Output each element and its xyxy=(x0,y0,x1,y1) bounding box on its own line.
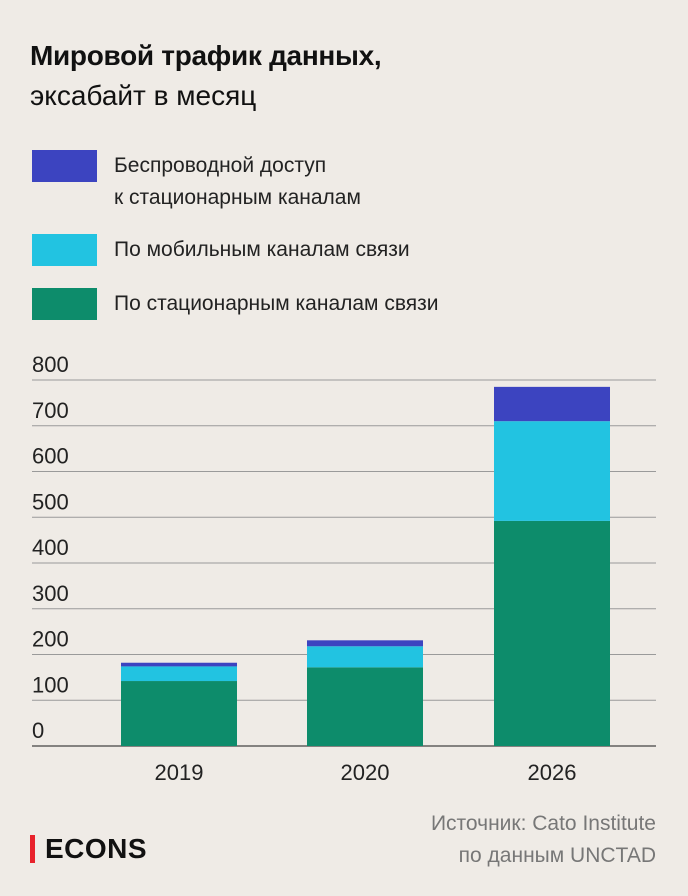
source-note: Источник: Cato Institute по данным UNCTA… xyxy=(431,808,656,872)
x-tick-label-2026: 2026 xyxy=(528,760,577,785)
y-tick-label-800: 800 xyxy=(32,352,69,377)
y-tick-label-400: 400 xyxy=(32,535,69,560)
source-line2: по данным UNCTAD xyxy=(458,844,656,867)
logo-text: ECONS xyxy=(45,833,148,864)
source-line1: Источник: Cato Institute xyxy=(430,812,656,835)
bar-2020-series-2 xyxy=(307,640,423,647)
stacked-bar-chart: 0 100 200 300 400 500 600 700 800 2019 2020 2026 xyxy=(32,352,656,785)
legend-label-fixed: По стационарным каналам связи xyxy=(114,292,439,315)
legend-label-mobile: По мобильным каналам связи xyxy=(114,238,410,261)
legend-swatch-wireless xyxy=(32,150,97,182)
logo-red-bar xyxy=(30,835,35,863)
legend-label-wireless-line1: Беспроводной доступ xyxy=(114,154,327,177)
x-tick-label-2019: 2019 xyxy=(155,760,204,785)
y-tick-label-200: 200 xyxy=(32,627,69,652)
y-tick-label-500: 500 xyxy=(32,489,69,514)
chart-subtitle: эксабайт в месяц xyxy=(30,80,257,111)
bar-2020-series-1 xyxy=(307,646,423,668)
bar-2020-series-0 xyxy=(307,667,423,746)
x-tick-label-2020: 2020 xyxy=(341,760,390,785)
bar-2019-series-1 xyxy=(121,666,237,682)
legend-label-wireless-line2: к стационарным каналам xyxy=(114,186,361,209)
econs-logo: ECONS xyxy=(30,833,147,865)
bar-2026-series-1 xyxy=(494,421,610,521)
y-tick-label-700: 700 xyxy=(32,398,69,423)
bar-2019-series-2 xyxy=(121,662,237,667)
bar-2026-series-2 xyxy=(494,386,610,422)
y-tick-label-100: 100 xyxy=(32,672,69,697)
bar-2019-series-0 xyxy=(121,681,237,746)
y-tick-label-600: 600 xyxy=(32,444,69,469)
chart-title: Мировой трафик данных, xyxy=(30,40,382,71)
legend-swatch-fixed xyxy=(32,288,97,320)
legend-swatch-mobile xyxy=(32,234,97,266)
y-tick-label-0: 0 xyxy=(32,718,44,743)
y-tick-label-300: 300 xyxy=(32,581,69,606)
bar-2026-series-0 xyxy=(494,520,610,746)
